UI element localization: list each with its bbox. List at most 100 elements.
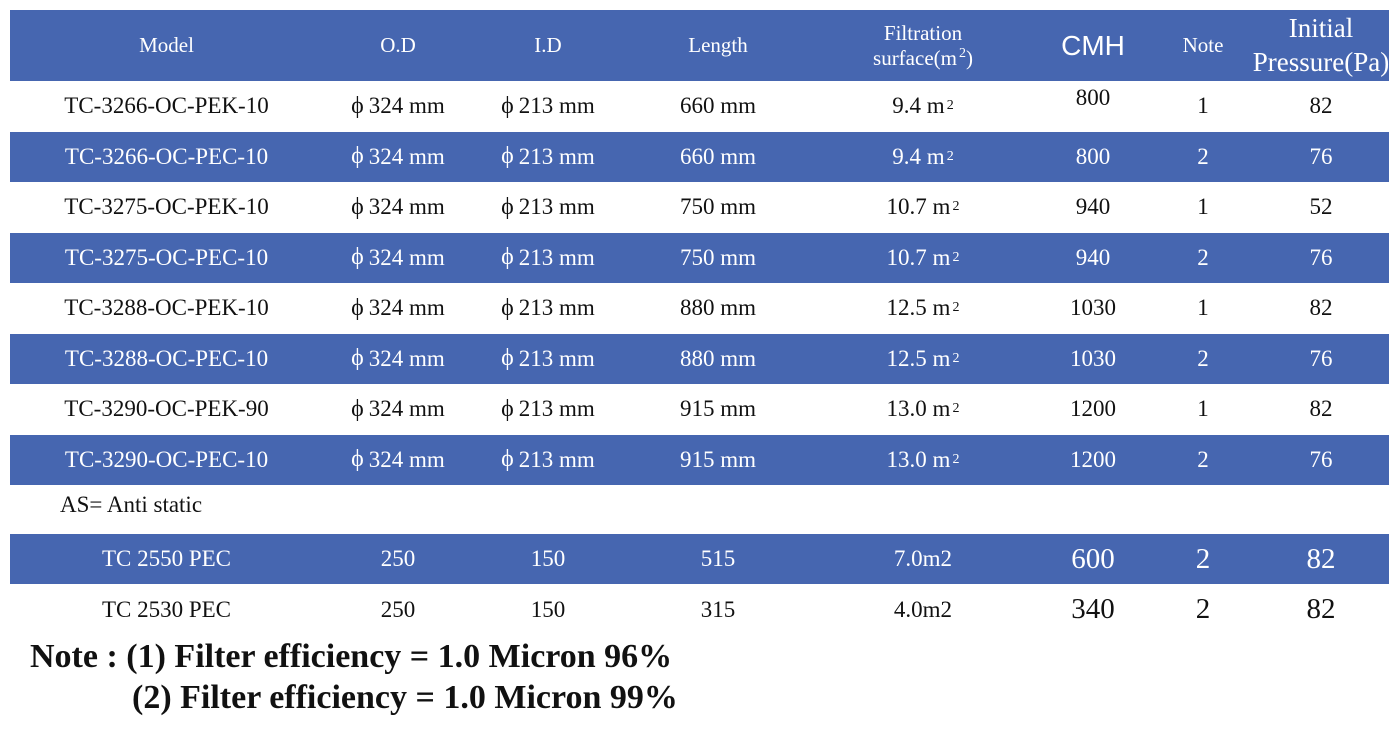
phi-symbol: ϕ <box>351 244 364 270</box>
header-length: Length <box>688 33 748 57</box>
cell-id: ϕ 213 mm <box>501 345 595 371</box>
cell-length: 915 mm <box>679 396 757 421</box>
cell-note: 1 <box>1197 194 1209 219</box>
cell-note: 2 <box>1197 143 1209 169</box>
cell-length: 880 mm <box>679 345 757 371</box>
cell-note: 2 <box>1197 244 1209 270</box>
table-row: TC-3266-OC-PEC-10 ϕ 324 mm ϕ 213 mm 660 mm 9.4… <box>10 131 1389 182</box>
cell-length: 915 mm <box>679 446 757 472</box>
cell-note: 2 <box>1195 542 1211 575</box>
phi-symbol: ϕ <box>501 244 514 270</box>
cell-od: 250 <box>380 546 416 571</box>
cell-length: 750 mm <box>679 244 757 270</box>
phi-symbol: ϕ <box>501 345 514 371</box>
cell-pressure: 76 <box>1309 143 1333 169</box>
cell-id: ϕ 213 mm <box>501 143 595 169</box>
cell-length: 880 mm <box>679 295 757 320</box>
note-line-1: Note : (1) Filter efficiency = 1.0 Micro… <box>30 638 673 675</box>
table-row: TC-3290-OC-PEC-10 ϕ 324 mm ϕ 213 mm 915 mm 13.… <box>10 434 1389 485</box>
cell-filtration-surface: 4.0m2 <box>893 596 953 622</box>
extra-table-row: TC 2530 PEC 250 150 315 4.0m2 340 2 82 <box>10 584 1389 635</box>
phi-symbol: ϕ <box>501 193 514 220</box>
cell-model: TC-3266-OC-PEC-10 <box>64 143 269 169</box>
cell-id: ϕ 213 mm <box>501 294 595 321</box>
table-header: Model O.D I.D Length Filtration surface(… <box>10 10 1389 81</box>
cell-od: ϕ 324 mm <box>351 395 445 422</box>
cell-od: ϕ 324 mm <box>351 143 445 169</box>
cell-id: ϕ 213 mm <box>501 395 595 422</box>
phi-symbol: ϕ <box>351 345 364 371</box>
phi-symbol: ϕ <box>351 92 364 119</box>
phi-symbol: ϕ <box>501 294 514 321</box>
cell-cmh: 940 <box>1075 194 1111 219</box>
cell-id: ϕ 213 mm <box>501 244 595 270</box>
cell-model: TC-3290-OC-PEK-90 <box>64 396 269 421</box>
cell-pressure: 82 <box>1306 542 1336 575</box>
phi-symbol: ϕ <box>351 395 364 422</box>
cell-note: 1 <box>1197 93 1209 118</box>
efficiency-notes: Note : (1) Filter efficiency = 1.0 Micro… <box>30 636 678 718</box>
table-row: TC-3275-OC-PEK-10 ϕ 324 mm ϕ 213 mm 750 mm 10.… <box>10 182 1389 232</box>
cell-length: 660 mm <box>679 93 757 118</box>
header-filtration-line1: Filtration <box>883 21 963 46</box>
phi-symbol: ϕ <box>501 395 514 422</box>
phi-symbol: ϕ <box>501 446 514 472</box>
cell-cmh: 940 <box>1075 244 1111 270</box>
cell-model: TC-3288-OC-PEC-10 <box>64 345 269 371</box>
header-cmh: CMH <box>1061 29 1125 61</box>
cell-cmh: 600 <box>1071 542 1115 575</box>
anti-static-legend: AS= Anti static <box>60 492 203 517</box>
cell-note: 2 <box>1197 345 1209 371</box>
cell-model: TC-3275-OC-PEC-10 <box>64 244 269 270</box>
cell-cmh: 800 <box>1075 85 1111 110</box>
cell-model: TC-3288-OC-PEK-10 <box>64 295 269 320</box>
cell-pressure: 76 <box>1309 446 1333 472</box>
cell-note: 1 <box>1197 396 1209 421</box>
table-row: TC-3275-OC-PEC-10 ϕ 324 mm ϕ 213 mm 750 mm 10.… <box>10 232 1389 283</box>
header-initial-pressure: Initial Pressure(Pa) <box>1253 10 1389 81</box>
phi-symbol: ϕ <box>351 294 364 321</box>
table-row: TC-3288-OC-PEC-10 ϕ 324 mm ϕ 213 mm 880 mm 12.… <box>10 333 1389 384</box>
cell-model: TC-3266-OC-PEK-10 <box>64 93 269 118</box>
phi-symbol: ϕ <box>351 193 364 220</box>
cell-od: ϕ 324 mm <box>351 345 445 371</box>
cell-pressure: 82 <box>1309 295 1333 320</box>
cell-model: TC 2530 PEC <box>101 596 232 622</box>
cell-id: 150 <box>530 596 566 622</box>
cell-od: ϕ 324 mm <box>351 92 445 119</box>
cell-length: 750 mm <box>679 194 757 219</box>
cell-cmh: 1030 <box>1070 295 1116 320</box>
cell-model: TC 2550 PEC <box>101 546 232 571</box>
header-pressure-line2: Pressure(Pa) <box>1252 46 1390 77</box>
cell-cmh: 1030 <box>1070 345 1116 371</box>
cell-od: ϕ 324 mm <box>351 294 445 321</box>
cell-od: ϕ 324 mm <box>351 193 445 220</box>
phi-symbol: ϕ <box>501 143 514 169</box>
cell-id: ϕ 213 mm <box>501 446 595 472</box>
header-model: Model <box>139 33 194 57</box>
phi-symbol: ϕ <box>351 446 364 472</box>
table-row: TC-3288-OC-PEK-10 ϕ 324 mm ϕ 213 mm 880 mm 12.… <box>10 283 1389 333</box>
cell-pressure: 76 <box>1309 345 1333 371</box>
cell-id: ϕ 213 mm <box>501 193 595 220</box>
note-line-2: (2) Filter efficiency = 1.0 Micron 99% <box>132 679 678 716</box>
cell-od: ϕ 324 mm <box>351 244 445 270</box>
phi-symbol: ϕ <box>351 143 364 169</box>
cell-pressure: 76 <box>1309 244 1333 270</box>
header-pressure-line1: Initial <box>1288 12 1354 43</box>
cell-length: 660 mm <box>679 143 757 169</box>
header-note: Note <box>1182 33 1224 57</box>
table-row: TC-3266-OC-PEK-10 ϕ 324 mm ϕ 213 mm 660 mm 9.4… <box>10 81 1389 131</box>
cell-id: 150 <box>530 546 566 571</box>
table-row: TC-3290-OC-PEK-90 ϕ 324 mm ϕ 213 mm 915 mm 13.… <box>10 384 1389 434</box>
header-filtration-line2: surface(m 2) <box>873 45 973 70</box>
cell-pressure: 82 <box>1309 93 1333 118</box>
cell-pressure: 82 <box>1309 396 1333 421</box>
cell-od: 250 <box>380 596 416 622</box>
